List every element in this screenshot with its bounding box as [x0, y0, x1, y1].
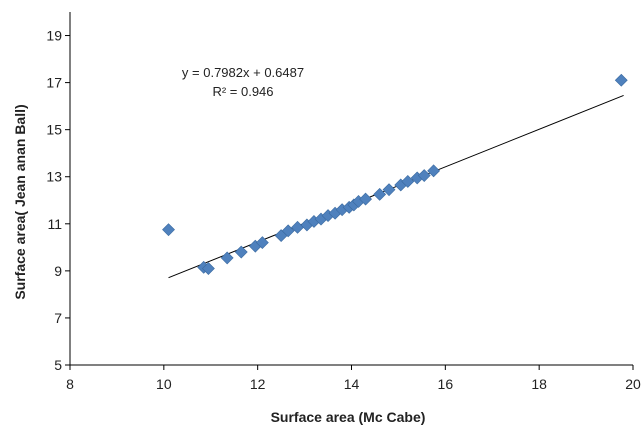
data-point [373, 187, 387, 201]
data-point [359, 192, 372, 206]
y-tick-label: 19 [46, 28, 62, 44]
data-point [255, 236, 269, 250]
y-axis-title: Surface area( Jean anan Ball) [12, 104, 28, 299]
x-tick-label: 14 [344, 376, 360, 392]
x-tick-label: 16 [438, 376, 454, 392]
x-tick-label: 8 [66, 376, 74, 392]
x-tick-label: 20 [625, 376, 641, 392]
data-point [614, 73, 628, 87]
trendline-equation: y = 0.7982x + 0.6487 [182, 65, 304, 80]
data-point [382, 183, 396, 197]
x-tick-label: 18 [531, 376, 547, 392]
data-point [281, 224, 295, 238]
data-point [201, 262, 215, 275]
x-axis-title: Surface area (Mc Cabe) [271, 409, 426, 425]
y-tick-label: 13 [46, 169, 62, 185]
data-point [220, 251, 234, 265]
y-tick-label: 17 [46, 75, 62, 91]
y-tick-label: 15 [46, 122, 62, 138]
data-point [417, 169, 431, 182]
y-tick-label: 5 [54, 357, 62, 373]
y-tick-label: 9 [54, 263, 62, 279]
data-point [427, 164, 441, 178]
x-tick-label: 10 [156, 376, 172, 392]
data-point [234, 245, 248, 259]
x-tick-label: 12 [250, 376, 266, 392]
axes: 5 7 9 11 13 15 17 19 8 10 12 14 16 18 20 [46, 12, 641, 392]
data-points [162, 73, 628, 275]
y-tick-label: 7 [54, 310, 62, 326]
data-point [401, 175, 415, 188]
y-tick-label: 11 [47, 216, 62, 232]
r-squared-label: R² = 0.946 [212, 84, 273, 99]
data-point [162, 223, 175, 237]
